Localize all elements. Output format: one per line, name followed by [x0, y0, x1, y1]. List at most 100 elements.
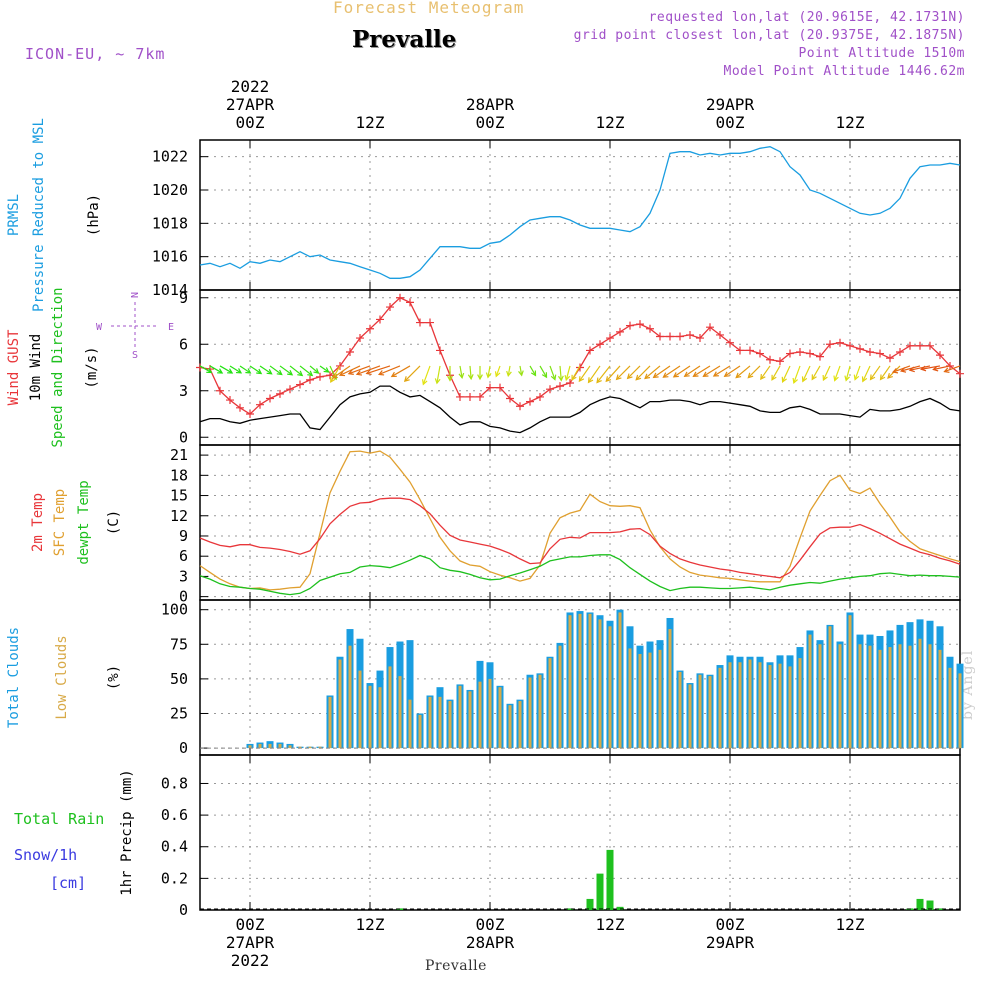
gust-point: [626, 321, 634, 330]
gust-point: [476, 392, 484, 401]
low-clouds-bar: [898, 644, 902, 749]
arrow-head: [781, 376, 787, 383]
low-clouds-bar: [268, 743, 272, 749]
arrow-head: [861, 376, 868, 383]
gust-point: [616, 327, 624, 336]
arrow-head: [652, 372, 659, 379]
gust-point: [866, 348, 874, 356]
low-clouds-bar: [878, 649, 882, 749]
low-clouds-bar: [428, 696, 432, 749]
arrow-shaft: [713, 365, 731, 377]
wind-direction-arrow: [899, 365, 921, 373]
y-tick-label: 1018: [152, 214, 188, 232]
y-axis-label: (hPa): [86, 194, 102, 236]
wind-direction-arrow: [683, 365, 701, 377]
gust-point: [486, 383, 494, 392]
arrow-shaft: [356, 365, 381, 375]
y-axis-label: (m/s): [84, 346, 100, 388]
arrow-shaft: [684, 365, 701, 377]
top-time-label: 00Z: [716, 113, 745, 132]
wind-direction-arrow: [485, 365, 492, 379]
arrow-head: [245, 368, 252, 374]
gust-point: [896, 348, 904, 356]
gust-point: [376, 315, 384, 324]
arrow-shaft: [944, 365, 961, 373]
arrow-shaft: [279, 365, 293, 376]
wind-direction-arrow: [571, 365, 581, 381]
arrow-head: [662, 372, 669, 378]
arrow-head: [822, 374, 828, 382]
gust-point: [936, 351, 944, 360]
y-tick-label: 9: [179, 289, 188, 307]
wind-direction-arrow: [869, 365, 881, 381]
arrow-shaft: [703, 365, 721, 377]
low-clouds-bar: [648, 652, 652, 749]
arrow-shaft: [529, 365, 537, 376]
bottom-time-label: 12Z: [356, 915, 385, 934]
arrow-shaft: [565, 365, 571, 381]
arrow-head: [485, 372, 492, 379]
low-clouds-bar: [498, 687, 502, 749]
y-tick-label: 0.4: [161, 838, 188, 856]
arrow-shaft: [693, 365, 711, 377]
arrow-head: [844, 375, 851, 382]
low-clouds-bar: [768, 665, 772, 749]
arrow-head: [347, 369, 354, 375]
y-tick-label: 21: [170, 446, 188, 464]
precip-frame: [199, 754, 961, 911]
arrow-head: [541, 372, 548, 379]
gust-point: [216, 386, 224, 395]
rain-bar: [606, 849, 614, 910]
arrow-shaft: [644, 365, 661, 379]
arrow-shaft: [901, 365, 921, 372]
arrow-shaft: [782, 365, 791, 383]
arrow-head: [891, 367, 899, 374]
low-clouds-bar: [548, 658, 552, 749]
arrow-shaft: [635, 365, 651, 381]
wind-direction-arrow: [403, 365, 421, 383]
bottom-time-label: 00Z: [476, 915, 505, 934]
arrow-head: [943, 367, 950, 373]
compass-west: W: [96, 322, 103, 333]
wind-direction-arrow: [771, 365, 781, 381]
arrow-shaft: [673, 365, 691, 378]
wind-direction-arrow: [943, 365, 961, 373]
low-clouds-bar: [908, 645, 912, 749]
arrow-head: [833, 375, 839, 382]
arrow-shaft: [404, 365, 421, 382]
wind-direction-arrow: [494, 365, 501, 378]
gust-point: [606, 334, 614, 343]
arrow-shaft: [892, 365, 911, 373]
gust-point: [846, 341, 854, 350]
gust-point: [536, 392, 544, 401]
top-time-label: 00Z: [476, 113, 505, 132]
y-tick-label: 12: [170, 507, 188, 525]
wind-direction-arrow: [458, 365, 465, 380]
low-clouds-bar: [458, 685, 462, 749]
wind-direction-arrow: [199, 365, 213, 374]
gust-point: [756, 349, 764, 358]
arrow-shaft: [616, 365, 631, 380]
pressure-frame: [199, 139, 961, 291]
low-clouds-bar: [758, 662, 762, 749]
y-axis-label: (%): [106, 665, 122, 690]
arrow-shaft: [436, 365, 441, 384]
gust-point: [906, 341, 914, 350]
low-clouds-bar: [588, 613, 592, 749]
low-clouds-bar: [288, 745, 292, 749]
arrow-head: [557, 375, 564, 382]
arrow-head: [217, 368, 224, 374]
low-clouds-bar: [438, 696, 442, 749]
arrow-head: [564, 374, 571, 382]
gust-point: [596, 340, 604, 349]
arrow-shaft: [793, 365, 801, 384]
arrow-head: [932, 365, 939, 372]
low-clouds-bar: [628, 648, 632, 749]
y-tick-label: 3: [179, 382, 188, 400]
rain-bar: [586, 898, 594, 910]
wind-direction-arrow: [309, 365, 320, 374]
arrow-shaft: [571, 365, 581, 381]
arrow-head: [458, 372, 465, 380]
wind-direction-arrow: [723, 365, 741, 377]
arrow-head: [692, 371, 699, 377]
